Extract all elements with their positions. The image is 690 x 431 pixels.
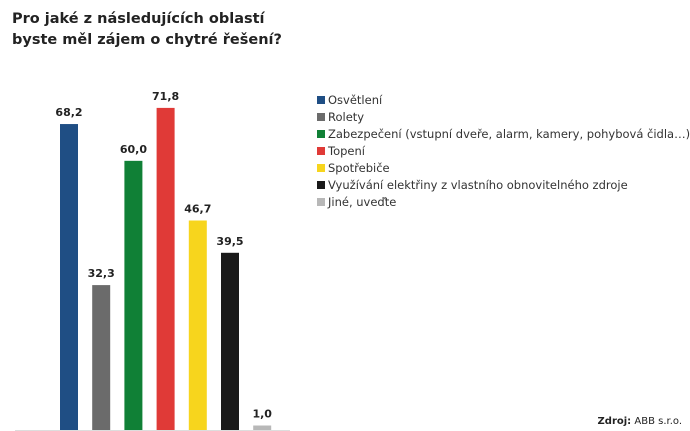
legend-swatch	[317, 112, 325, 121]
legend-swatch	[317, 95, 325, 104]
legend-label: Osvětlení	[328, 92, 383, 107]
data-label: 71,8	[152, 90, 179, 103]
source-note: Zdroj: ABB s.r.o.	[598, 416, 682, 427]
legend-label: Spotřebiče	[328, 160, 390, 175]
legend-label: Jiné, uveďte	[328, 194, 397, 209]
legend-swatch	[317, 146, 325, 155]
source-label: Zdroj:	[597, 416, 632, 427]
legend-label: Zabezpečení (vstupní dveře, alarm, kamer…	[328, 126, 690, 141]
legend-label: Využívání elektřiny z vlastního obnovite…	[328, 177, 628, 192]
legend-item: Topení	[317, 142, 690, 159]
bar-6	[221, 252, 239, 430]
bar-4	[156, 107, 175, 431]
legend-item: Osvětlení	[317, 91, 690, 108]
legend: Osvětlení Rolety Zabezpečení (vstupní dveř…	[317, 91, 690, 210]
legend-item: Spotřebiče	[317, 159, 690, 176]
bar-5	[188, 220, 207, 430]
legend-label: Rolety	[328, 109, 365, 124]
bar-2	[92, 285, 111, 430]
legend-swatch	[317, 163, 325, 172]
bar-1	[60, 124, 78, 430]
legend-label: Topení	[328, 143, 365, 158]
data-label: 46,7	[184, 202, 211, 215]
data-label: 1,0	[252, 408, 272, 421]
legend-swatch	[317, 129, 325, 138]
bar-7	[253, 425, 272, 430]
chart-title: Pro jaké z následujících oblastí byste m…	[12, 11, 282, 48]
bar-3	[124, 160, 143, 431]
data-label: 68,2	[55, 106, 82, 119]
legend-item: Jiné, uveďte	[317, 193, 690, 210]
data-label: 60,0	[120, 143, 147, 156]
legend-swatch	[317, 197, 325, 206]
legend-item: Rolety	[317, 108, 690, 125]
source-value: ABB s.r.o.	[634, 416, 682, 427]
data-label: 32,3	[88, 267, 115, 280]
legend-item: Zabezpečení (vstupní dveře, alarm, kamer…	[317, 125, 690, 142]
legend-item: Využívání elektřiny z vlastního obnovite…	[317, 176, 690, 193]
legend-swatch	[317, 180, 325, 189]
data-label: 39,5	[216, 235, 243, 248]
